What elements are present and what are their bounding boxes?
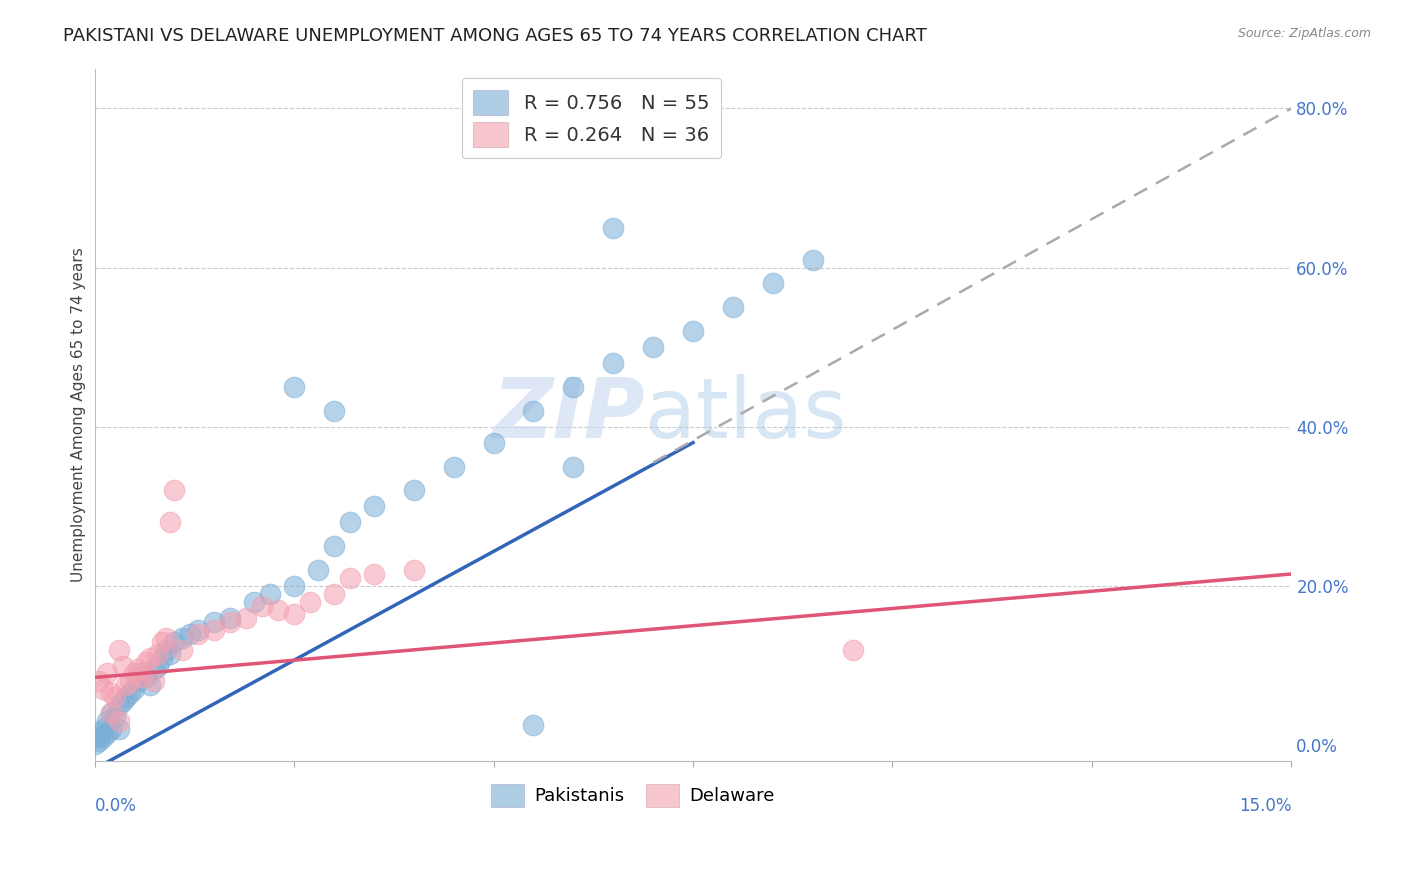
Point [841,642,863,657]
Point [298,595,321,609]
Point [96,726,118,740]
Point [562,459,585,474]
Point [103,710,125,724]
Point [323,539,346,553]
Point [107,722,129,736]
Text: 0.0%: 0.0% [94,797,136,815]
Point [100,722,122,736]
Point [143,674,166,689]
Point [187,623,209,637]
Point [250,599,273,613]
Point [124,682,146,697]
Point [127,663,149,677]
Point [152,650,174,665]
Point [202,615,225,629]
Point [124,666,146,681]
Point [163,634,186,648]
Point [107,642,129,657]
Text: Source: ZipAtlas.com: Source: ZipAtlas.com [1237,27,1371,40]
Text: 15.0%: 15.0% [1239,797,1292,815]
Point [219,611,242,625]
Point [87,734,110,748]
Point [323,587,346,601]
Point [522,404,544,418]
Point [87,674,110,689]
Point [443,459,465,474]
Point [111,658,134,673]
Point [139,678,162,692]
Point [115,678,138,692]
Point [801,252,824,267]
Point [522,718,544,732]
Text: ZIP: ZIP [492,375,645,455]
Point [155,642,177,657]
Point [131,666,153,681]
Point [143,663,166,677]
Point [562,380,585,394]
Point [187,626,209,640]
Point [91,722,114,736]
Point [283,380,305,394]
Point [100,686,122,700]
Point [259,587,281,601]
Point [96,666,118,681]
Point [152,634,174,648]
Point [135,655,157,669]
Point [172,642,194,657]
Point [107,698,129,713]
Point [235,611,257,625]
Point [100,706,122,721]
Point [131,670,153,684]
Point [120,674,142,689]
Point [155,631,177,645]
Point [219,615,242,629]
Point [721,301,744,315]
Point [96,714,118,729]
Point [402,563,425,577]
Point [283,579,305,593]
Point [91,730,114,744]
Point [159,647,181,661]
Point [363,566,385,581]
Point [307,563,329,577]
Point [682,324,704,338]
Point [115,690,138,705]
Point [602,220,624,235]
Point [339,571,361,585]
Point [139,650,162,665]
Point [602,356,624,370]
Point [135,670,157,684]
Point [159,515,181,529]
Point [91,682,114,697]
Point [103,690,125,705]
Point [100,706,122,721]
Point [163,483,186,498]
Legend: Pakistanis, Delaware: Pakistanis, Delaware [484,777,782,814]
Point [172,631,194,645]
Point [339,515,361,529]
Point [202,623,225,637]
Point [87,730,110,744]
Y-axis label: Unemployment Among Ages 65 to 74 years: Unemployment Among Ages 65 to 74 years [72,247,86,582]
Point [762,277,785,291]
Point [120,686,142,700]
Point [267,603,290,617]
Point [643,340,665,354]
Point [243,595,266,609]
Point [148,658,170,673]
Point [107,714,129,729]
Point [482,435,505,450]
Point [402,483,425,498]
Point [87,726,110,740]
Point [127,674,149,689]
Point [83,737,105,751]
Point [283,607,305,621]
Point [111,694,134,708]
Point [323,404,346,418]
Text: PAKISTANI VS DELAWARE UNEMPLOYMENT AMONG AGES 65 TO 74 YEARS CORRELATION CHART: PAKISTANI VS DELAWARE UNEMPLOYMENT AMONG… [63,27,927,45]
Text: atlas: atlas [645,375,846,455]
Point [363,500,385,514]
Point [179,626,201,640]
Point [148,647,170,661]
